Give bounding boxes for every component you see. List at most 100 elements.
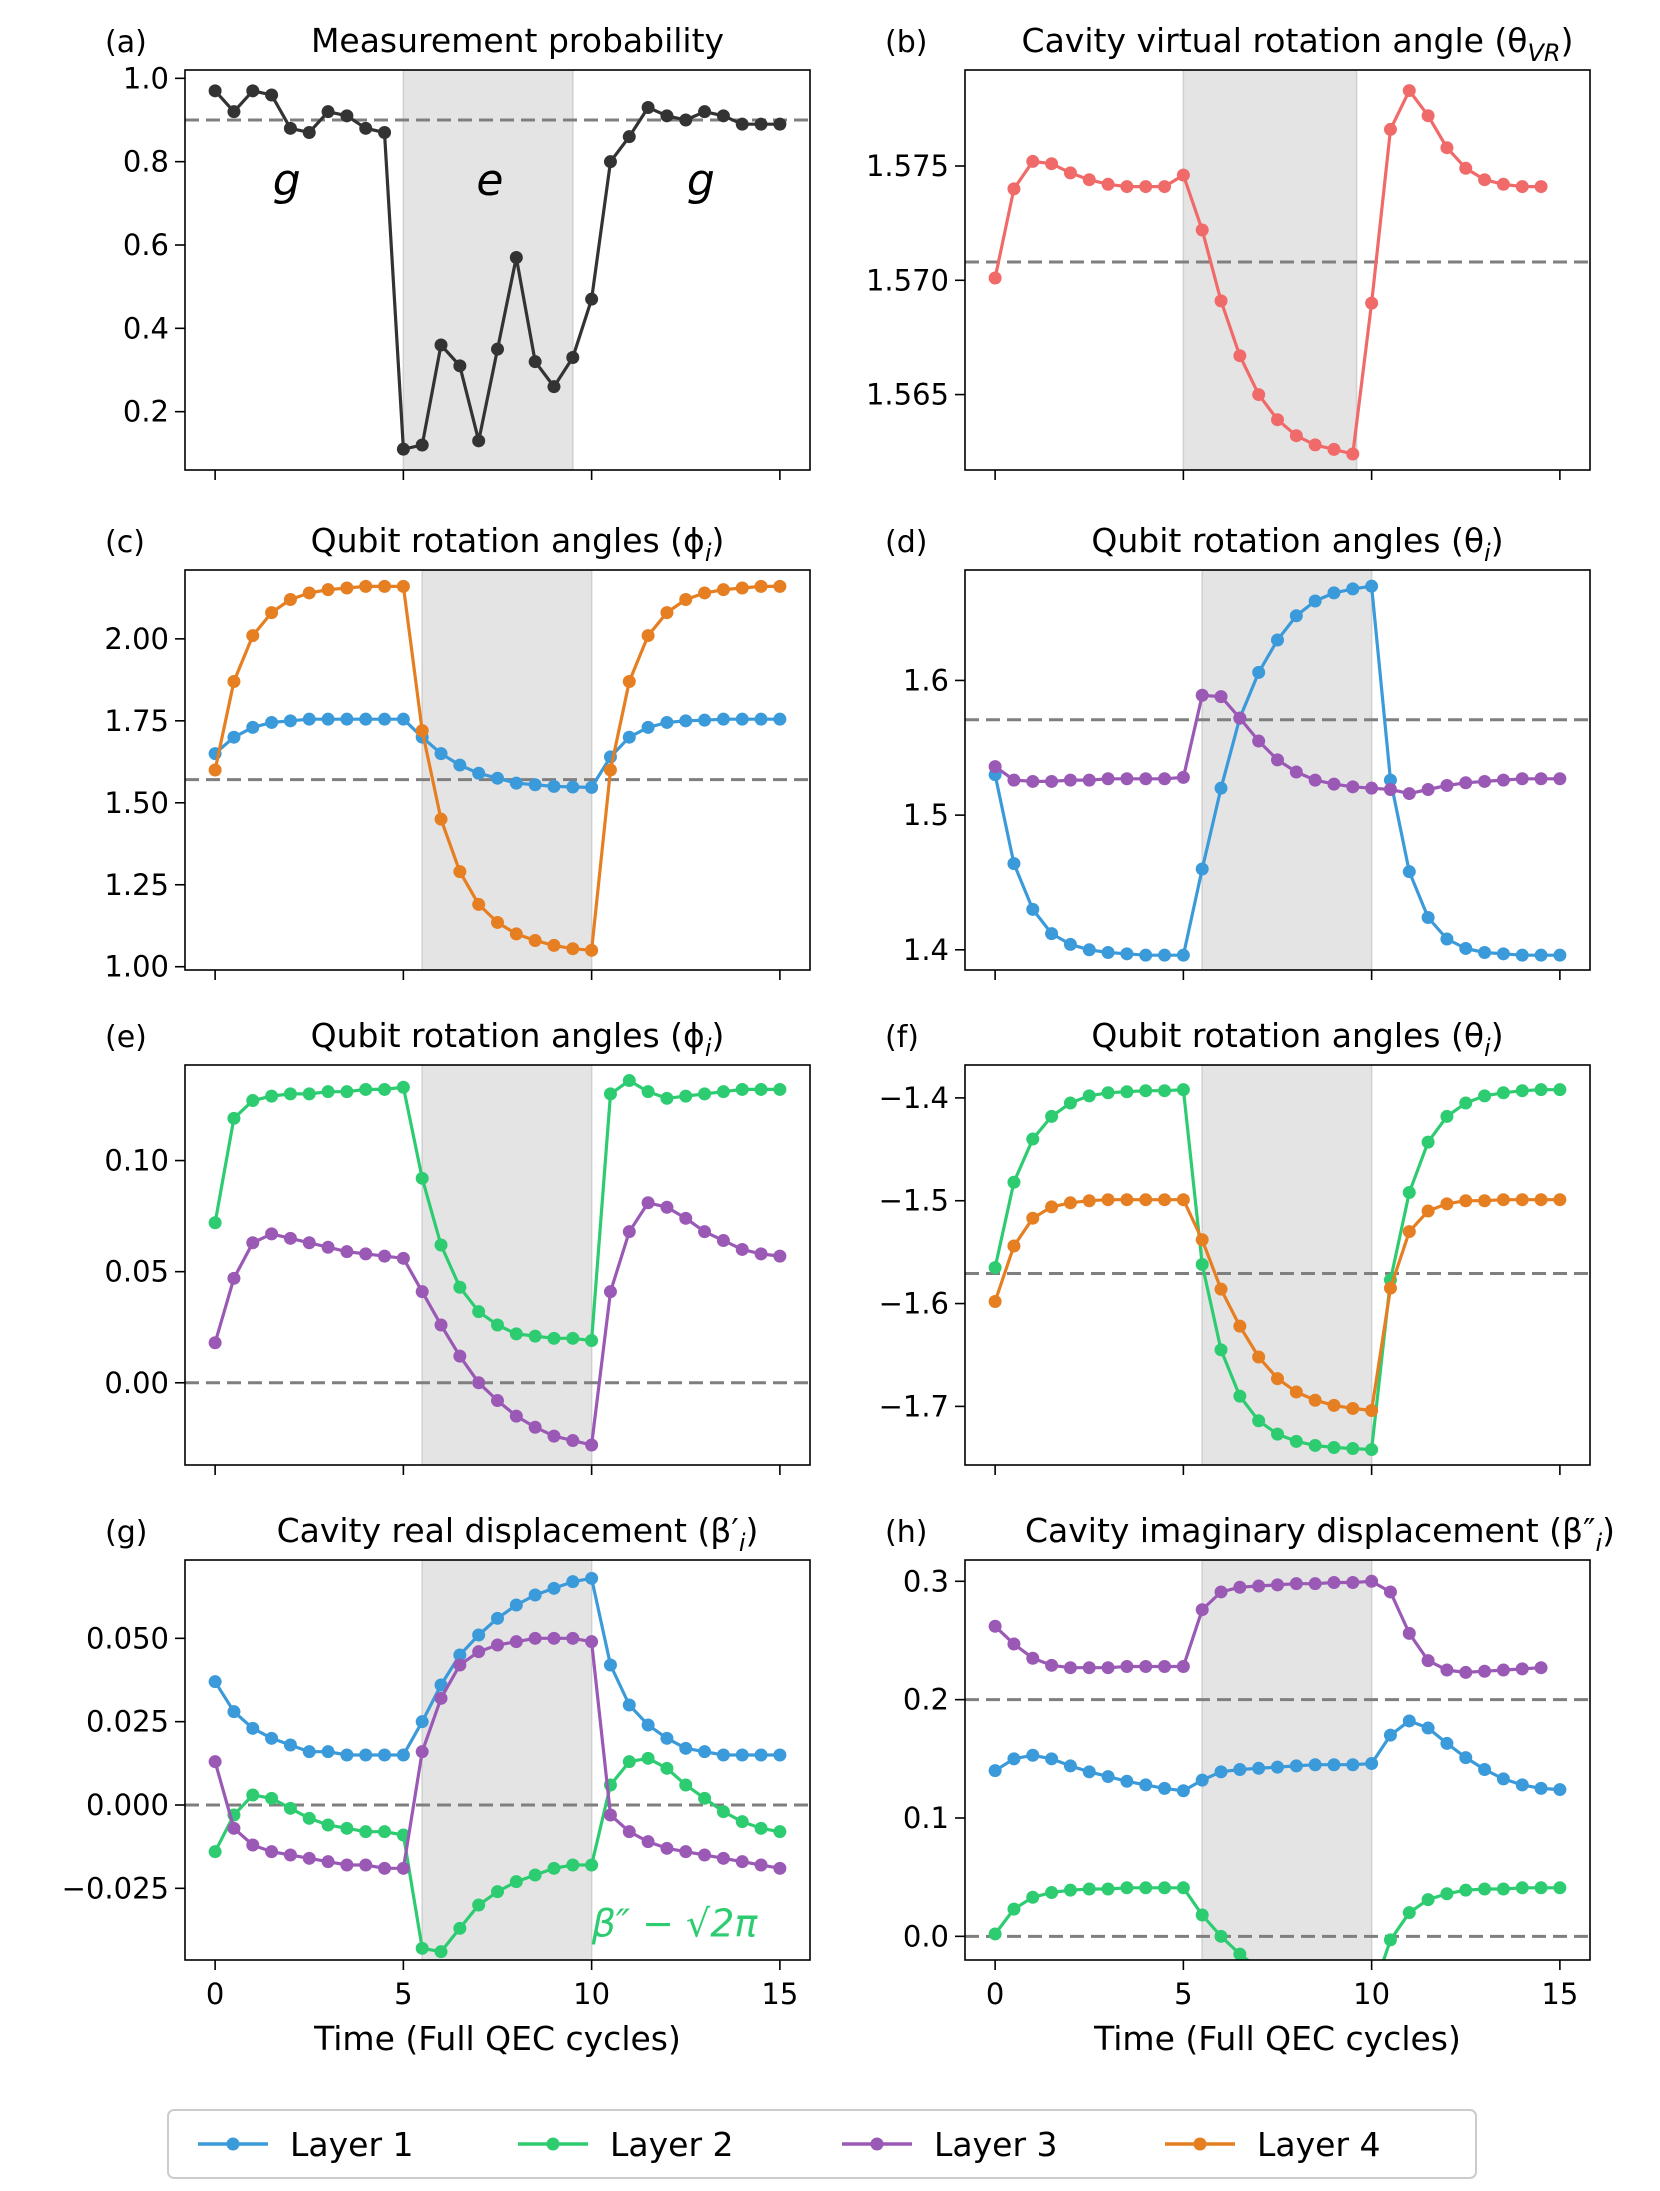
panel-letter: (g) bbox=[105, 1515, 147, 1550]
data-point bbox=[396, 1080, 410, 1094]
data-point bbox=[472, 1898, 486, 1912]
data-point bbox=[1063, 166, 1077, 180]
panel-a: 0.2 0.4 0.6 0.8 1.0(a) Measurement probabilit… bbox=[105, 21, 811, 480]
data-point bbox=[359, 1748, 373, 1762]
data-point bbox=[396, 579, 410, 593]
data-point bbox=[1045, 1752, 1059, 1766]
data-point bbox=[1176, 770, 1190, 784]
data-point bbox=[321, 1855, 335, 1869]
data-point bbox=[1290, 1980, 1303, 1993]
data-point bbox=[1289, 609, 1303, 623]
panel-letter: (e) bbox=[105, 1020, 147, 1055]
data-point bbox=[622, 1755, 636, 1769]
data-point bbox=[1120, 1193, 1134, 1207]
panel-letter: (c) bbox=[105, 525, 145, 560]
data-point bbox=[340, 1821, 354, 1835]
data-point bbox=[528, 933, 542, 947]
title-subscript: i bbox=[739, 1529, 746, 1557]
data-point bbox=[415, 1171, 429, 1185]
data-point bbox=[434, 812, 448, 826]
data-point bbox=[340, 1245, 354, 1259]
data-point bbox=[359, 579, 373, 593]
data-point bbox=[208, 84, 222, 98]
data-point bbox=[321, 1745, 335, 1759]
shaded-region bbox=[421, 570, 593, 970]
data-point bbox=[1383, 1281, 1397, 1295]
data-point bbox=[1252, 388, 1266, 402]
data-point bbox=[1383, 1728, 1397, 1742]
legend-swatch-marker bbox=[870, 2137, 884, 2151]
title-main: Cavity imaginary displacement (β″ bbox=[1025, 1511, 1595, 1550]
data-point bbox=[716, 1234, 730, 1248]
data-point bbox=[321, 105, 335, 119]
ytick-label: 2.00 bbox=[104, 622, 169, 656]
axes-frame bbox=[964, 1064, 1591, 1466]
data-point bbox=[622, 130, 636, 144]
data-point bbox=[1271, 753, 1284, 767]
data-point bbox=[754, 117, 768, 131]
ytick-label: 0.8 bbox=[123, 145, 169, 179]
shaded-region bbox=[1201, 1560, 1373, 1960]
data-point bbox=[1007, 1239, 1021, 1253]
data-point bbox=[302, 1087, 316, 1101]
data-point bbox=[1101, 1770, 1115, 1784]
plot-area-f bbox=[965, 1065, 1590, 1465]
data-point bbox=[265, 1791, 279, 1805]
data-point bbox=[679, 1741, 693, 1755]
data-point bbox=[622, 1225, 636, 1239]
xtick-label: 5 bbox=[394, 1977, 412, 2011]
data-point bbox=[1139, 1084, 1153, 1098]
data-point bbox=[1007, 1175, 1021, 1189]
legend: Layer 1 Layer 2 Layer 3 Layer 4 bbox=[167, 2109, 1477, 2179]
data-point bbox=[283, 1848, 297, 1862]
data-point bbox=[472, 1645, 486, 1659]
ytick-label: 0.0 bbox=[903, 1919, 949, 1953]
data-point bbox=[265, 1227, 279, 1241]
data-point bbox=[1327, 1988, 1340, 2001]
data-point bbox=[988, 760, 1002, 774]
data-point bbox=[1101, 1882, 1115, 1896]
data-point bbox=[679, 593, 693, 607]
data-point bbox=[1082, 1194, 1096, 1208]
formula-annotation: β″ − √2π bbox=[591, 1902, 759, 1946]
data-point bbox=[988, 1295, 1002, 1309]
ytick-label: 0.2 bbox=[903, 1683, 949, 1717]
data-point bbox=[585, 943, 599, 957]
data-point bbox=[1158, 1881, 1172, 1895]
data-point bbox=[1365, 781, 1379, 795]
data-point bbox=[566, 942, 580, 956]
data-point bbox=[1195, 862, 1209, 876]
data-point bbox=[1478, 1882, 1492, 1896]
data-point bbox=[208, 1675, 222, 1689]
data-point bbox=[1327, 442, 1341, 456]
title-end: ) bbox=[746, 1511, 759, 1550]
ytick-label: 0.4 bbox=[123, 311, 169, 345]
data-point bbox=[265, 715, 279, 729]
data-point bbox=[1346, 780, 1360, 794]
data-point bbox=[434, 747, 448, 761]
data-point bbox=[321, 583, 335, 597]
data-point bbox=[528, 778, 542, 792]
data-point bbox=[1440, 1736, 1454, 1750]
data-point bbox=[603, 763, 617, 777]
data-point bbox=[679, 1778, 693, 1792]
data-point bbox=[491, 1885, 504, 1899]
data-point bbox=[698, 1225, 712, 1239]
data-point bbox=[1515, 1662, 1529, 1676]
data-point bbox=[302, 126, 316, 139]
data-point bbox=[1063, 1096, 1077, 1110]
title-end: ) bbox=[1561, 21, 1574, 60]
data-point bbox=[1534, 1083, 1548, 1097]
data-point bbox=[1139, 1193, 1153, 1207]
data-point bbox=[1233, 711, 1247, 725]
data-point bbox=[585, 1858, 599, 1872]
data-point bbox=[415, 1745, 429, 1759]
data-point bbox=[1496, 947, 1510, 961]
title-subscript: i bbox=[1484, 539, 1491, 567]
data-point bbox=[988, 1764, 1002, 1778]
data-point bbox=[1534, 948, 1548, 962]
data-point bbox=[1534, 180, 1548, 194]
ytick-label: 0.2 bbox=[123, 395, 169, 429]
data-point bbox=[1327, 586, 1341, 600]
data-point bbox=[1478, 1194, 1492, 1208]
